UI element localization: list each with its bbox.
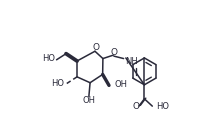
Text: O: O — [110, 48, 117, 57]
Text: OH: OH — [83, 96, 96, 105]
Text: HO: HO — [156, 102, 169, 111]
Text: OH: OH — [114, 80, 128, 89]
Text: HO: HO — [42, 54, 55, 63]
Text: HO: HO — [51, 79, 64, 88]
Text: NH: NH — [125, 57, 138, 66]
Text: O: O — [133, 102, 140, 111]
Text: O: O — [92, 43, 99, 52]
